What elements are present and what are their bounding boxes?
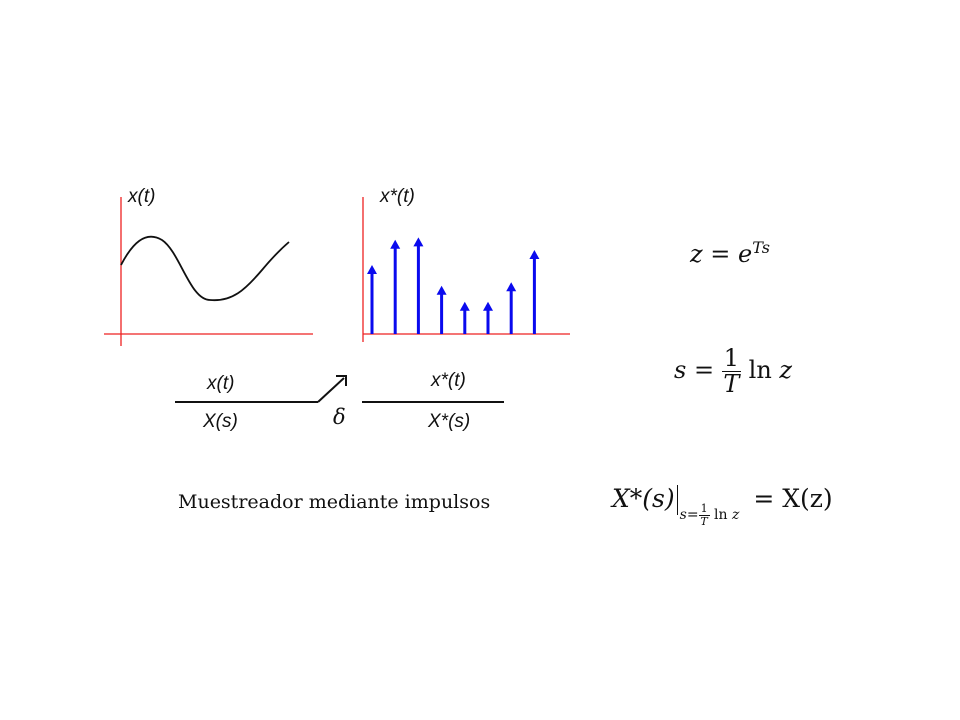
impulse-arrowhead (390, 239, 401, 249)
impulse-train (367, 237, 540, 334)
eq2-lhs: s (674, 356, 687, 385)
switch-delta-symbol: δ (333, 405, 346, 429)
eq3-sub-numerator: 1 (698, 501, 710, 516)
sampled-y-label: x*(t) (380, 186, 415, 207)
sampler-input-top-label: x(t) (207, 373, 235, 394)
eq3-sub-denominator: T (700, 514, 708, 528)
impulse-arrowhead (413, 237, 424, 247)
eq1-lhs: z (690, 240, 703, 268)
eq1-op: = (710, 240, 731, 268)
switch-arrow-icon (336, 375, 347, 386)
eq1-exponent: Ts (752, 238, 770, 257)
eq3-evaluation-bar (676, 485, 678, 515)
eq2-arg: z (779, 356, 793, 385)
eq3-sub-eq: = (686, 507, 699, 523)
eq1-base: e (738, 240, 753, 268)
impulse-arrowhead (483, 301, 493, 311)
eq3-sub-var: s (679, 507, 687, 523)
impulse-arrowhead (529, 250, 540, 260)
eq3-subscript: s= 1 T ln z (680, 503, 740, 527)
eq2-func: ln (748, 356, 772, 385)
eq2-numerator: 1 (721, 344, 741, 373)
continuous-y-label: x(t) (128, 186, 156, 207)
eq3-sub-arg: z (731, 507, 740, 523)
impulse-arrowhead (506, 282, 517, 292)
continuous-signal-curve (120, 235, 290, 302)
eq3-lhs: X*(s) (612, 484, 675, 513)
figure-caption: Muestreador mediante impulsos (178, 491, 491, 513)
eq2-denominator: T (723, 370, 740, 399)
impulse-arrowhead (436, 285, 447, 295)
eq3-rhs: = X(z) (753, 484, 833, 513)
equation-z-exp: z = eTs (690, 238, 770, 268)
eq3-sub-func: ln (714, 507, 728, 523)
impulse-arrowhead (459, 301, 470, 311)
sampler-output-top-label: x*(t) (431, 370, 466, 391)
impulse-arrowhead (367, 265, 377, 274)
equation-star-transform: X*(s)s= 1 T ln z = X(z) (612, 484, 833, 527)
eq2-op: = (693, 356, 715, 385)
sampler-input-bottom-label: X(s) (203, 411, 238, 432)
sampler-output-bottom-label: X*(s) (428, 411, 471, 432)
sampler-switch-arm (317, 377, 345, 403)
eq2-fraction: 1 T (721, 344, 741, 399)
equation-s-ln: s = 1 T ln z (674, 344, 793, 399)
